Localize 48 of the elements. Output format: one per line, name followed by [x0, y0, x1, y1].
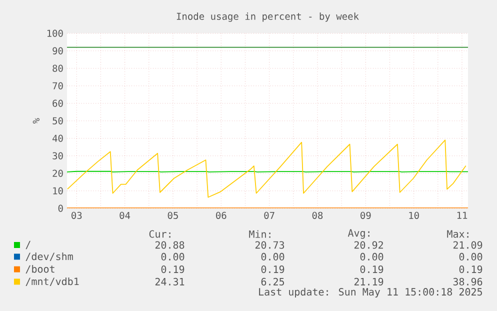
legend-label: /mnt/vdb1: [26, 277, 79, 286]
text: 24.31: [155, 278, 184, 286]
y-tick-label: 90: [52, 47, 63, 54]
chart-title: Inode usage in percent - by week: [176, 12, 359, 22]
text: 0.19: [459, 266, 482, 274]
text: 21.19: [354, 278, 384, 286]
text: 38.96: [453, 278, 482, 286]
text: 0.00: [161, 252, 184, 260]
y-axis-title: %: [32, 118, 40, 124]
x-tick-label: 10: [409, 212, 419, 220]
x-tick-label: 08: [312, 212, 323, 220]
text: 20.73: [255, 241, 284, 249]
text: 21.09: [453, 241, 482, 249]
text: 0.19: [360, 266, 384, 274]
x-tick-label: 05: [168, 212, 178, 220]
y-tick-label: 60: [52, 100, 63, 107]
y-tick-label: 30: [52, 152, 63, 160]
text: Last update: Sun May 11 15:00:18 2025: [259, 288, 482, 298]
x-tick-label: 07: [264, 212, 274, 220]
text: 0.00: [360, 252, 384, 260]
text: 6.25: [261, 278, 284, 286]
text: Max:: [447, 230, 468, 238]
text: 0.19: [261, 266, 284, 274]
line-series: [67, 140, 466, 198]
text: Avg:: [348, 229, 370, 239]
text: 20.88: [155, 241, 184, 249]
y-tick-label: 0: [58, 204, 63, 212]
text: Cur:: [149, 230, 170, 238]
text: Min:: [249, 230, 270, 238]
y-tick-label: 100: [47, 30, 63, 37]
y-tick-label: 50: [52, 117, 63, 124]
y-tick-label: 70: [52, 82, 63, 90]
x-tick-label: 11: [457, 212, 468, 219]
text: 0.00: [459, 252, 482, 260]
x-tick-label: 04: [120, 212, 130, 220]
x-tick-label: 09: [360, 212, 371, 220]
y-tick-label: 40: [52, 134, 63, 142]
legend-label: /dev/shm: [26, 252, 73, 261]
legend-label: /: [26, 240, 30, 250]
y-tick-label: 20: [52, 170, 63, 177]
x-tick-label: 03: [72, 212, 82, 220]
y-tick-label: 10: [53, 187, 63, 194]
legend-label: /boot: [26, 265, 54, 274]
y-tick-label: 80: [52, 64, 63, 72]
text: 20.92: [354, 241, 383, 249]
text: 0.00: [261, 252, 284, 260]
text: 0.19: [161, 266, 184, 274]
x-tick-label: 06: [216, 212, 226, 220]
